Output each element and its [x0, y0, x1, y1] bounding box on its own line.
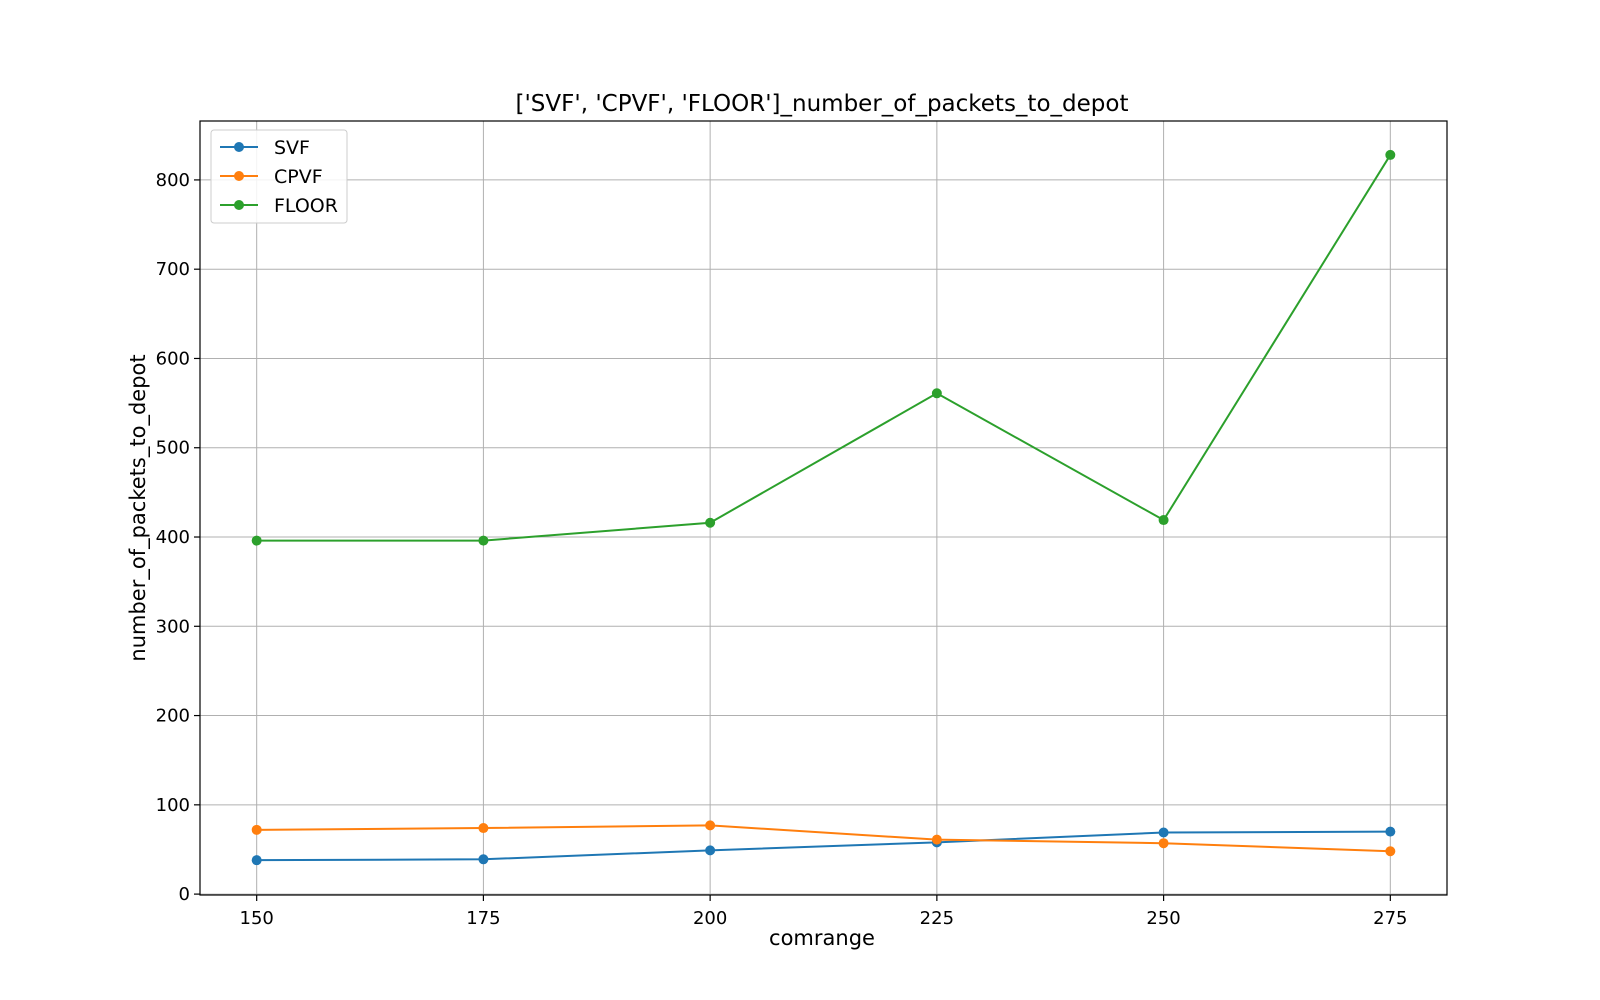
axis-ticks: 150 175 200 225 250 275 0 100 200 300 400 500 600 700… [156, 170, 1408, 929]
legend-label-floor: FLOOR [274, 195, 338, 217]
y-tick-label: 100 [156, 795, 190, 816]
y-axis-label: number_of_packets_to_depot [126, 354, 151, 661]
data-point-cpvf [478, 823, 489, 834]
series-line-svf [256, 830, 1391, 862]
y-tick-label: 700 [156, 259, 190, 280]
chart-title: ['SVF', 'CPVF', 'FLOOR']_number_of_packe… [516, 91, 1129, 117]
y-tick-label: 500 [156, 438, 190, 459]
y-tick-label: 400 [156, 527, 190, 548]
data-point-svf [1385, 826, 1396, 837]
plot-series [251, 149, 1396, 866]
legend-label-cpvf: CPVF [274, 166, 323, 188]
legend: SVF CPVF FLOOR [210, 129, 348, 224]
legend-label-svf: SVF [274, 137, 310, 159]
data-point-floor [1158, 515, 1169, 526]
data-point-svf [705, 845, 716, 856]
x-tick-label: 200 [693, 908, 727, 929]
legend-marker-cpvf [234, 171, 244, 181]
x-tick-label: 175 [466, 908, 500, 929]
legend-frame [210, 129, 348, 224]
data-point-floor [705, 517, 716, 528]
grid-lines [200, 121, 1447, 895]
y-tick-label: 800 [156, 170, 190, 191]
data-point-floor [251, 535, 262, 546]
y-tick-label: 300 [156, 616, 190, 637]
data-point-svf [1158, 827, 1169, 838]
data-point-cpvf [705, 820, 716, 831]
legend-marker-svf [234, 142, 244, 152]
y-tick-label: 600 [156, 348, 190, 369]
data-point-floor [931, 388, 942, 399]
data-point-floor [1385, 149, 1396, 160]
data-point-cpvf [251, 824, 262, 835]
data-point-cpvf [1385, 846, 1396, 857]
plot-frame [199, 120, 1448, 896]
y-tick-label: 200 [156, 706, 190, 727]
x-tick-label: 250 [1146, 908, 1180, 929]
x-axis-label: comrange [769, 926, 875, 950]
y-tick-label: 0 [179, 884, 190, 905]
series-line-cpvf [256, 824, 1391, 853]
data-point-cpvf [931, 834, 942, 845]
x-tick-label: 150 [240, 908, 274, 929]
data-point-svf [478, 854, 489, 865]
legend-marker-floor [234, 200, 244, 210]
x-tick-label: 275 [1373, 908, 1407, 929]
series-line-floor [256, 154, 1392, 542]
data-point-floor [478, 535, 489, 546]
data-point-svf [251, 855, 262, 866]
data-point-cpvf [1158, 838, 1169, 849]
x-tick-label: 225 [920, 908, 954, 929]
